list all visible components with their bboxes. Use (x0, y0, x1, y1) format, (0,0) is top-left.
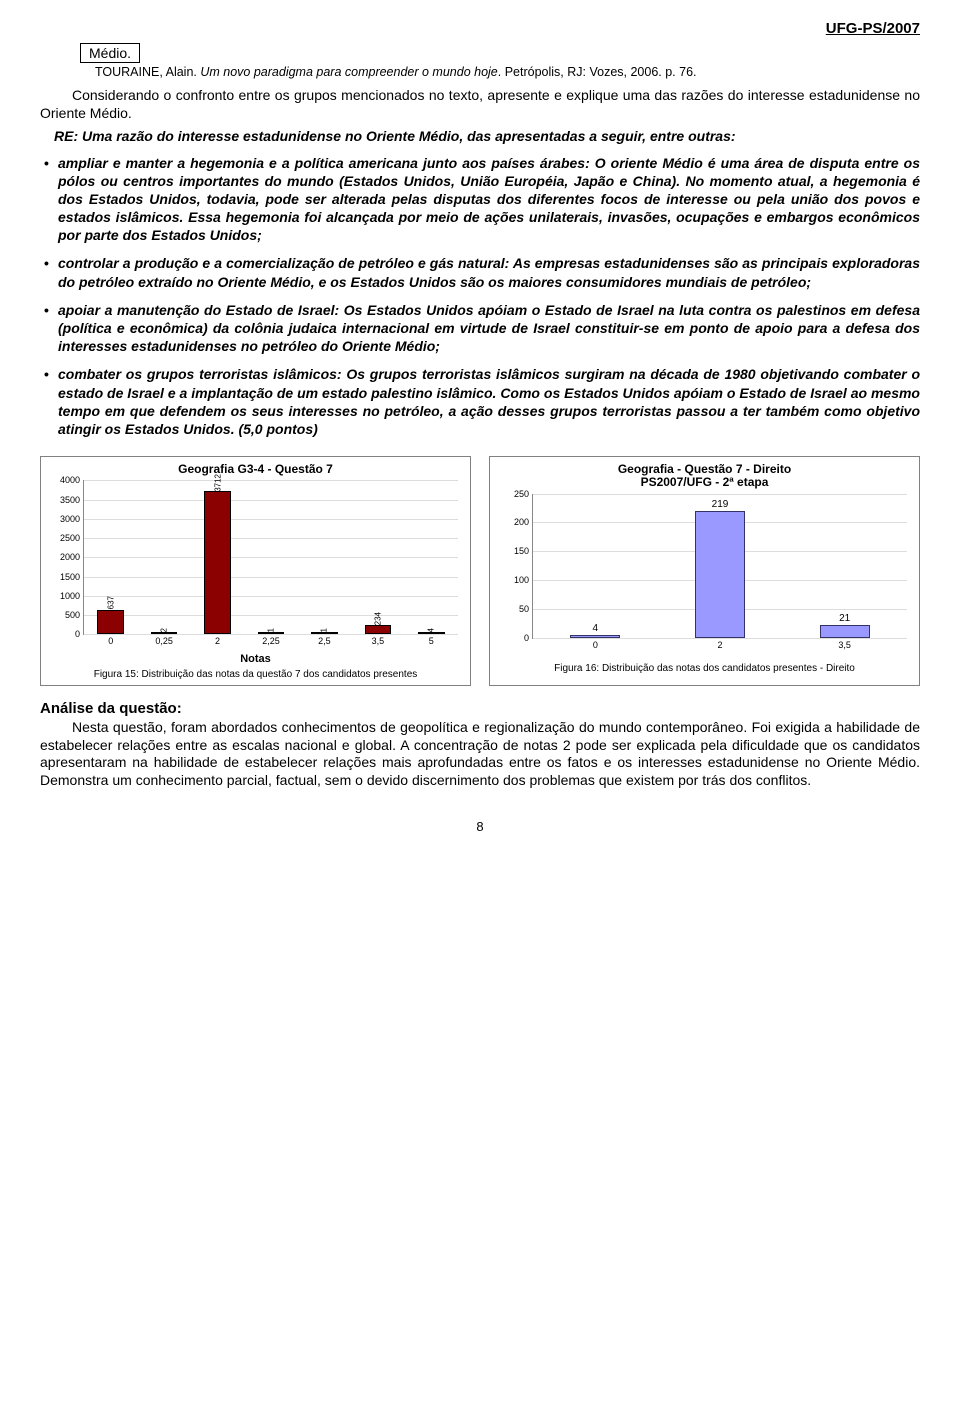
bullet-item: apoiar a manutenção do Estado de Israel:… (40, 301, 920, 356)
x-tick-label: 5 (429, 636, 434, 646)
citation-title: Um novo paradigma para compreender o mun… (200, 65, 497, 79)
bar-value-label: 4 (427, 628, 436, 632)
y-tick-label: 3500 (50, 495, 80, 505)
header-tag: UFG-PS/2007 (40, 20, 920, 37)
y-tick-label: 0 (50, 629, 80, 639)
bar-value-label: 1 (320, 628, 329, 632)
x-tick-label: 3,5 (372, 636, 385, 646)
chart-bar: 637 (97, 610, 124, 635)
chart-bar: 4 (570, 635, 620, 637)
bar-value-label: 2 (160, 628, 169, 632)
bullet-list: ampliar e manter a hegemonia e a polític… (40, 154, 920, 439)
chart1-area: 05001000150020002500300035004000637020,2… (83, 480, 458, 635)
chart-bar: 234 (365, 625, 392, 634)
chart-bar: 1 (258, 632, 285, 634)
bullet-item: combater os grupos terroristas islâmicos… (40, 365, 920, 438)
chart-bar: 3712 (204, 491, 231, 634)
bar-value-label: 4 (593, 623, 599, 634)
y-tick-label: 500 (50, 610, 80, 620)
chart2-title-line1: Geografia - Questão 7 - Direito (618, 462, 791, 476)
citation-rest: . Petrópolis, RJ: Vozes, 2006. p. 76. (498, 65, 697, 79)
citation-author: TOURAINE, Alain. (95, 65, 200, 79)
chart2-box: Geografia - Questão 7 - Direito PS2007/U… (489, 456, 920, 686)
x-tick-label: 2,5 (318, 636, 331, 646)
bar-value-label: 21 (839, 613, 850, 624)
x-tick-label: 0 (108, 636, 113, 646)
x-tick-label: 2 (717, 640, 722, 650)
y-tick-label: 2500 (50, 533, 80, 543)
x-tick-label: 0 (593, 640, 598, 650)
chart-bar: 4 (418, 632, 445, 634)
chart-bar: 219 (695, 511, 745, 637)
y-tick-label: 250 (499, 489, 529, 499)
analysis-text: Nesta questão, foram abordados conhecime… (40, 719, 920, 789)
citation: TOURAINE, Alain. Um novo paradigma para … (95, 65, 920, 79)
chart2-title: Geografia - Questão 7 - Direito PS2007/U… (496, 463, 913, 489)
charts-row: Geografia G3-4 - Questão 7 0500100015002… (40, 456, 920, 686)
chart1-xaxis-title: Notas (47, 653, 464, 665)
y-tick-label: 1000 (50, 591, 80, 601)
y-tick-label: 150 (499, 546, 529, 556)
y-tick-label: 4000 (50, 475, 80, 485)
chart1-caption: Figura 15: Distribuição das notas da que… (47, 669, 464, 680)
bullet-item: controlar a produção e a comercialização… (40, 254, 920, 290)
x-tick-label: 3,5 (838, 640, 851, 650)
y-tick-label: 100 (499, 575, 529, 585)
analysis-title: Análise da questão: (40, 700, 920, 717)
chart2-title-line2: PS2007/UFG - 2ª etapa (641, 475, 769, 489)
chart1-title: Geografia G3-4 - Questão 7 (47, 463, 464, 476)
re-line: RE: Uma razão do interesse estadunidense… (40, 128, 920, 146)
y-tick-label: 200 (499, 517, 529, 527)
chart2-caption: Figura 16: Distribuição das notas dos ca… (496, 663, 913, 674)
chart1-box: Geografia G3-4 - Questão 7 0500100015002… (40, 456, 471, 686)
bar-value-label: 637 (106, 596, 115, 609)
y-tick-label: 0 (499, 633, 529, 643)
y-tick-label: 50 (499, 604, 529, 614)
y-tick-label: 2000 (50, 552, 80, 562)
y-tick-label: 1500 (50, 572, 80, 582)
bar-value-label: 1 (266, 628, 275, 632)
chart2-area: 050100150200250402192213,5 (532, 494, 907, 639)
x-tick-label: 2,25 (262, 636, 280, 646)
bar-value-label: 234 (373, 612, 382, 625)
chart-bar: 1 (311, 632, 338, 634)
medio-box: Médio. (80, 43, 140, 63)
bar-value-label: 219 (712, 499, 729, 510)
chart-bar: 21 (820, 625, 870, 637)
intro-paragraph: Considerando o confronto entre os grupos… (40, 87, 920, 122)
x-tick-label: 0,25 (155, 636, 173, 646)
y-tick-label: 3000 (50, 514, 80, 524)
bullet-item: ampliar e manter a hegemonia e a polític… (40, 154, 920, 245)
x-tick-label: 2 (215, 636, 220, 646)
chart-bar: 2 (151, 632, 178, 634)
page-number: 8 (40, 819, 920, 834)
bar-value-label: 3712 (213, 474, 222, 492)
